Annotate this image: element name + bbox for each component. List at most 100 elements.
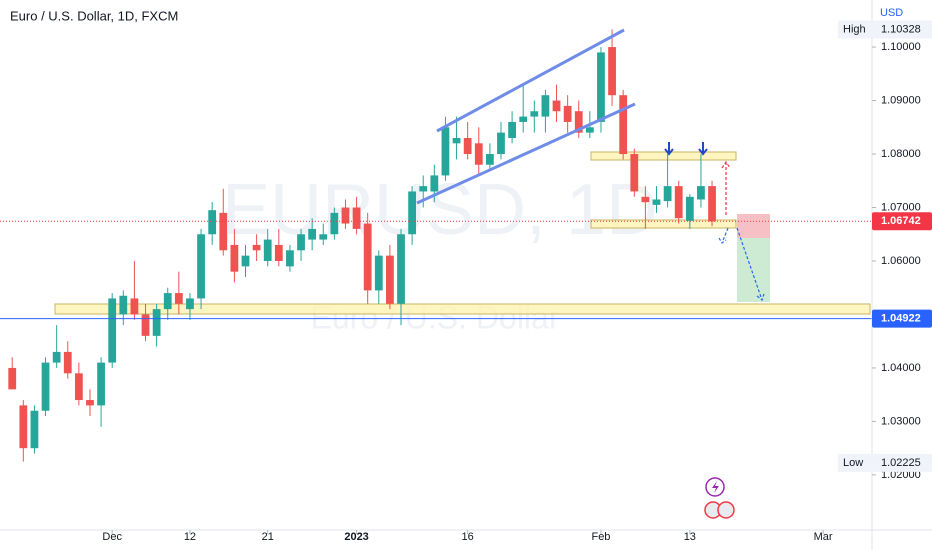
target-box (737, 238, 770, 302)
candle-body (130, 298, 139, 315)
candle-body (363, 223, 372, 291)
candle-body (252, 244, 261, 251)
candle-body (297, 234, 305, 251)
marker-name: Low (843, 457, 863, 469)
candle-body (330, 212, 339, 235)
marker-name: High (843, 23, 866, 35)
candle-body (497, 132, 505, 155)
x-tick-label: Dec (102, 531, 122, 543)
candle-body (197, 234, 205, 299)
channel-line (436, 28, 625, 133)
candle-body (685, 196, 694, 221)
support-zone (590, 219, 737, 229)
candle-body (141, 314, 150, 336)
marker-value: 1.10328 (881, 23, 921, 35)
candle-body (674, 186, 683, 219)
arrow-down (718, 227, 729, 244)
candle-body (341, 207, 350, 224)
candle-body (152, 309, 161, 336)
candle-body (86, 400, 94, 406)
candle-body (641, 196, 650, 203)
candle-body (52, 351, 61, 363)
candle-body (241, 255, 250, 267)
candle-body (530, 111, 539, 117)
candle-body (474, 143, 483, 165)
candle-body (441, 127, 450, 176)
event-icon (712, 481, 719, 493)
news-icon[interactable] (717, 501, 735, 519)
candle-body (430, 175, 439, 192)
plot (0, 29, 872, 462)
arrow-down (698, 142, 708, 156)
x-tick-label: 13 (684, 531, 696, 543)
marker-name-bg (838, 453, 872, 472)
stop-box (737, 214, 770, 238)
candle-body (263, 239, 272, 261)
arrow-down (736, 227, 765, 302)
candle-body (319, 234, 328, 240)
candle-body (286, 250, 294, 267)
marker-value-bg (872, 453, 932, 472)
candle-body (508, 121, 516, 138)
arrow-down (664, 142, 674, 156)
price-tag (872, 309, 932, 328)
candle-body (708, 186, 716, 222)
candle-body (663, 186, 672, 202)
candle-body (308, 228, 317, 240)
marker-name-bg (838, 20, 872, 39)
candle-body (597, 52, 605, 122)
chart-title: Euro / U.S. Dollar, 1D, FXCM (10, 8, 178, 23)
candle-body (208, 210, 217, 235)
support-zone (54, 303, 871, 315)
candle-body (274, 244, 283, 261)
candle-body (163, 293, 172, 310)
currency-label: USD (880, 7, 903, 19)
candle-body (585, 127, 594, 133)
candle-body (463, 137, 472, 155)
y-tick-label: 1.08000 (881, 148, 921, 160)
price-tag-label: 1.06742 (881, 215, 921, 227)
y-tick-label: 1.03000 (881, 415, 921, 427)
candle-body (541, 95, 550, 117)
candle-body (419, 186, 428, 192)
candle-body (8, 367, 17, 390)
x-tick-label: Feb (591, 531, 610, 543)
y-tick-label: 1.10000 (881, 41, 921, 53)
candle-body (374, 255, 383, 291)
price-tag (872, 212, 932, 231)
candle-body (563, 105, 572, 122)
y-tick-label: 1.09000 (881, 94, 921, 106)
candle-body (174, 293, 183, 304)
price-tag-label: 1.04922 (881, 313, 921, 325)
candle-body (230, 244, 239, 272)
candle-body (352, 207, 361, 229)
arrow-up (721, 160, 731, 215)
watermark: EURUSD, 1D (222, 170, 658, 250)
candle-body (697, 186, 705, 200)
candle-body (608, 47, 616, 96)
candle-body (552, 100, 561, 112)
y-tick-label: 1.07000 (881, 201, 921, 213)
candle-body (652, 199, 661, 205)
candle-body (108, 298, 117, 363)
x-tick-label: 2023 (344, 531, 368, 543)
y-tick-label: 1.06000 (881, 255, 921, 267)
candle-body (630, 154, 639, 192)
candle-body (119, 295, 128, 315)
x-tick-label: 12 (184, 531, 196, 543)
drawings (54, 151, 871, 315)
candle-body (63, 351, 72, 374)
x-tick-label: 21 (262, 531, 274, 543)
marker-value: 1.02225 (881, 457, 921, 469)
candle-body (452, 137, 461, 144)
candle-body (574, 111, 583, 133)
candle-body (97, 362, 105, 406)
candle-body (41, 362, 50, 411)
candle-body (386, 255, 394, 304)
candle-body (186, 298, 194, 310)
resistance-zone (590, 151, 737, 161)
candle-body (30, 410, 39, 449)
x-tick-label: 16 (462, 531, 474, 543)
